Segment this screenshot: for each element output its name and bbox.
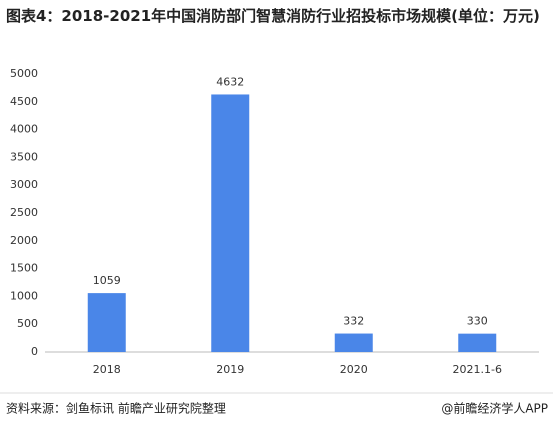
y-tick-label: 4500 xyxy=(10,95,38,108)
y-tick-label: 3500 xyxy=(10,150,38,163)
y-tick-label: 0 xyxy=(31,345,38,358)
y-tick-label: 3000 xyxy=(10,178,38,191)
x-tick-label: 2021.1-6 xyxy=(453,363,502,376)
y-tick-label: 5000 xyxy=(10,67,38,80)
bar xyxy=(458,333,497,352)
chart-title: 图表4：2018-2021年中国消防部门智慧消防行业招投标市场规模(单位：万元) xyxy=(6,7,540,25)
y-tick-label: 1000 xyxy=(10,289,38,302)
y-tick-label: 1500 xyxy=(10,262,38,275)
y-tick-label: 500 xyxy=(17,317,38,330)
data-label: 332 xyxy=(343,315,364,328)
y-tick-label: 2000 xyxy=(10,234,38,247)
bar xyxy=(87,293,126,352)
bar xyxy=(334,333,373,352)
x-tick-label: 2020 xyxy=(340,363,368,376)
data-label: 1059 xyxy=(93,274,121,287)
y-tick-label: 4000 xyxy=(10,123,38,136)
data-label: 4632 xyxy=(216,75,244,88)
x-tick-label: 2018 xyxy=(93,363,121,376)
source: 资料来源：剑鱼标讯 前瞻产业研究院整理 xyxy=(6,401,226,416)
x-tick-label: 2019 xyxy=(216,363,244,376)
credit: @前瞻经济学人APP xyxy=(441,401,548,416)
data-label: 330 xyxy=(467,315,488,328)
y-tick-label: 2500 xyxy=(10,206,38,219)
bar xyxy=(211,94,250,352)
